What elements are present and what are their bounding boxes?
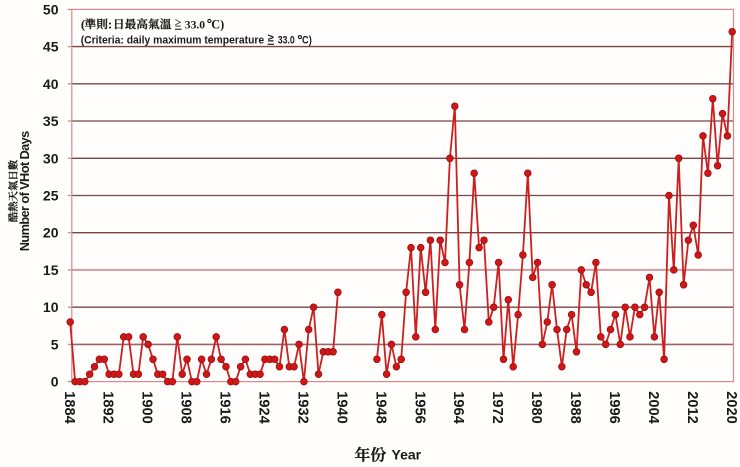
svg-text:C): C) xyxy=(211,17,224,31)
svg-text:45: 45 xyxy=(43,39,59,55)
svg-text:2004: 2004 xyxy=(645,391,661,424)
svg-text:1996: 1996 xyxy=(606,391,622,423)
svg-text:(Criteria: daily maximum tempe: (Criteria: daily maximum temperature xyxy=(81,34,265,46)
svg-text:33.0: 33.0 xyxy=(185,18,205,31)
svg-text:≥: ≥ xyxy=(268,33,274,45)
svg-text:1908: 1908 xyxy=(178,391,194,423)
svg-text:0: 0 xyxy=(51,374,59,390)
svg-text:≥: ≥ xyxy=(175,16,182,30)
svg-text:20: 20 xyxy=(43,225,59,241)
svg-text:1988: 1988 xyxy=(567,391,583,423)
svg-text:1964: 1964 xyxy=(450,391,466,424)
svg-text:1972: 1972 xyxy=(489,391,505,423)
svg-text:2012: 2012 xyxy=(684,391,700,423)
svg-text:Year: Year xyxy=(392,447,422,463)
svg-text:(: ( xyxy=(81,16,85,31)
svg-text:35: 35 xyxy=(43,113,59,129)
svg-text::: : xyxy=(108,16,112,31)
svg-text:30: 30 xyxy=(43,150,59,166)
svg-text:2020: 2020 xyxy=(723,391,739,423)
svg-text:40: 40 xyxy=(43,76,59,92)
svg-text:1932: 1932 xyxy=(295,391,311,423)
svg-text:1900: 1900 xyxy=(139,391,155,423)
svg-text:33.0: 33.0 xyxy=(278,34,295,46)
svg-text:Number of VHot Days: Number of VHot Days xyxy=(17,131,32,252)
svg-text:1956: 1956 xyxy=(411,391,427,423)
svg-text:1892: 1892 xyxy=(100,391,116,423)
svg-text:1884: 1884 xyxy=(61,391,77,424)
svg-text:1948: 1948 xyxy=(372,391,388,423)
svg-text:10: 10 xyxy=(43,299,59,315)
svg-text:1980: 1980 xyxy=(528,391,544,423)
svg-text:5: 5 xyxy=(51,336,59,352)
svg-text:1940: 1940 xyxy=(333,391,349,423)
svg-text:1916: 1916 xyxy=(217,391,233,423)
svg-text:50: 50 xyxy=(43,1,59,17)
svg-text:1924: 1924 xyxy=(256,391,272,424)
svg-text:25: 25 xyxy=(43,188,59,204)
svg-text:15: 15 xyxy=(43,262,59,278)
svg-text:C): C) xyxy=(302,34,312,46)
